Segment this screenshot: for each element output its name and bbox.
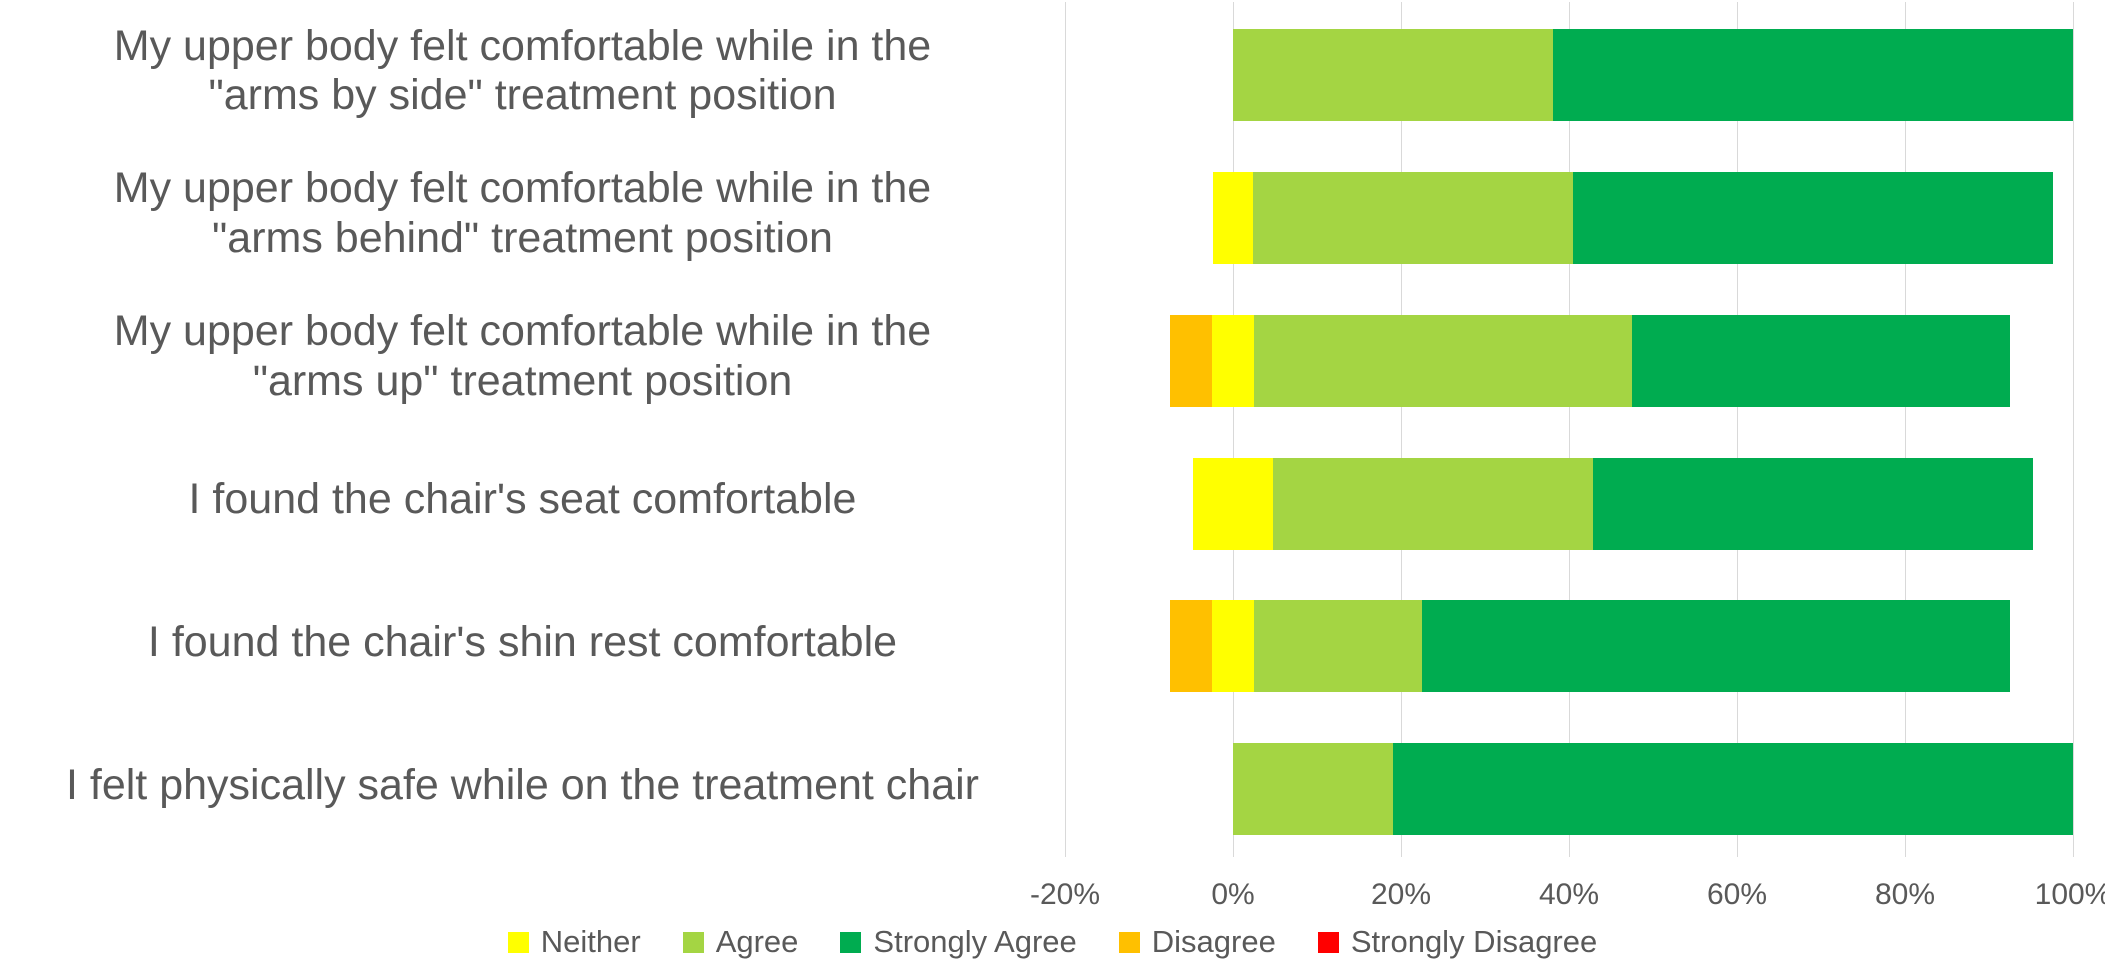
gridline <box>1737 2 1738 857</box>
bar-row <box>1065 171 2073 264</box>
legend-item-agree: Agree <box>682 924 799 960</box>
category-label: I found the chair's seat comfortable <box>188 474 857 523</box>
plot-area <box>1065 0 2074 857</box>
bar-segment-neither <box>1193 457 1273 550</box>
bar-segment-disagree <box>1170 314 1212 407</box>
axis-tick-label: -20% <box>1029 878 1101 911</box>
x-axis: -20% 0% 20% 40% 60% 80% 100% <box>1030 872 2105 920</box>
legend-label: Strongly Disagree <box>1350 924 1598 959</box>
bar-segment-agree <box>1253 171 1574 264</box>
legend-swatch-icon <box>1317 931 1339 953</box>
legend-swatch-icon <box>682 931 704 953</box>
legend: Neither Agree Strongly Agree Disagree Strong… <box>0 920 2105 964</box>
bar-segment-disagree <box>1170 600 1212 693</box>
bar-segment-neither <box>1212 314 1254 407</box>
legend-swatch-icon <box>1118 931 1140 953</box>
legend-swatch-icon <box>840 931 862 953</box>
bar-segment-agree <box>1272 457 1593 550</box>
bar-row <box>1065 457 2073 550</box>
legend-swatch-icon <box>507 931 529 953</box>
bar-segment-agree <box>1254 314 1632 407</box>
gridline <box>1233 2 1234 857</box>
category-label: My upper body felt comfortable while in … <box>113 21 932 120</box>
bar-row <box>1065 600 2073 693</box>
bar-segment-agree <box>1233 29 1554 121</box>
axis-tick-label: 100% <box>2034 878 2105 911</box>
gridline <box>2073 2 2074 857</box>
category-label: My upper body felt comfortable while in … <box>113 164 932 263</box>
legend-label: Agree <box>715 924 799 959</box>
axis-tick-label: 0% <box>1211 878 1255 911</box>
gridline <box>1401 2 1402 857</box>
category-label: I found the chair's shin rest comfortabl… <box>147 617 898 666</box>
category-label: My upper body felt comfortable while in … <box>113 307 932 406</box>
bar-segment-agree <box>1254 600 1422 693</box>
axis-tick-label: 80% <box>1874 878 1936 911</box>
bar-row <box>1065 743 2073 836</box>
category-axis-labels: My upper body felt comfortable while in … <box>0 0 1045 857</box>
bar-segment-neither <box>1212 171 1254 264</box>
legend-label: Strongly Agree <box>873 924 1077 959</box>
bar-segment-strongly-agree <box>1553 29 2073 121</box>
gridline <box>1569 2 1570 857</box>
legend-item-neither: Neither <box>507 924 641 960</box>
legend-label: Neither <box>540 924 641 959</box>
legend-label: Disagree <box>1151 924 1276 959</box>
gridline <box>1905 2 1906 857</box>
legend-item-strongly-agree: Strongly Agree <box>840 924 1077 960</box>
bar-segment-neither <box>1212 600 1254 693</box>
category-label: I felt physically safe while on the trea… <box>66 760 979 809</box>
gridline <box>1065 2 1066 857</box>
legend-item-strongly-disagree: Strongly Disagree <box>1317 924 1598 960</box>
bar-segment-agree <box>1233 743 1393 836</box>
bar-segment-strongly-agree <box>1392 743 2073 836</box>
bar-row <box>1065 29 2073 121</box>
bar-segment-strongly-agree <box>1422 600 2010 693</box>
bar-segment-strongly-agree <box>1632 314 2010 407</box>
bar-row <box>1065 314 2073 407</box>
bar-segment-strongly-agree <box>1592 457 2034 550</box>
axis-tick-label: 40% <box>1538 878 1600 911</box>
bar-segment-strongly-agree <box>1573 171 2053 264</box>
legend-item-disagree: Disagree <box>1118 924 1276 960</box>
axis-tick-label: 20% <box>1370 878 1432 911</box>
axis-tick-label: 60% <box>1706 878 1768 911</box>
